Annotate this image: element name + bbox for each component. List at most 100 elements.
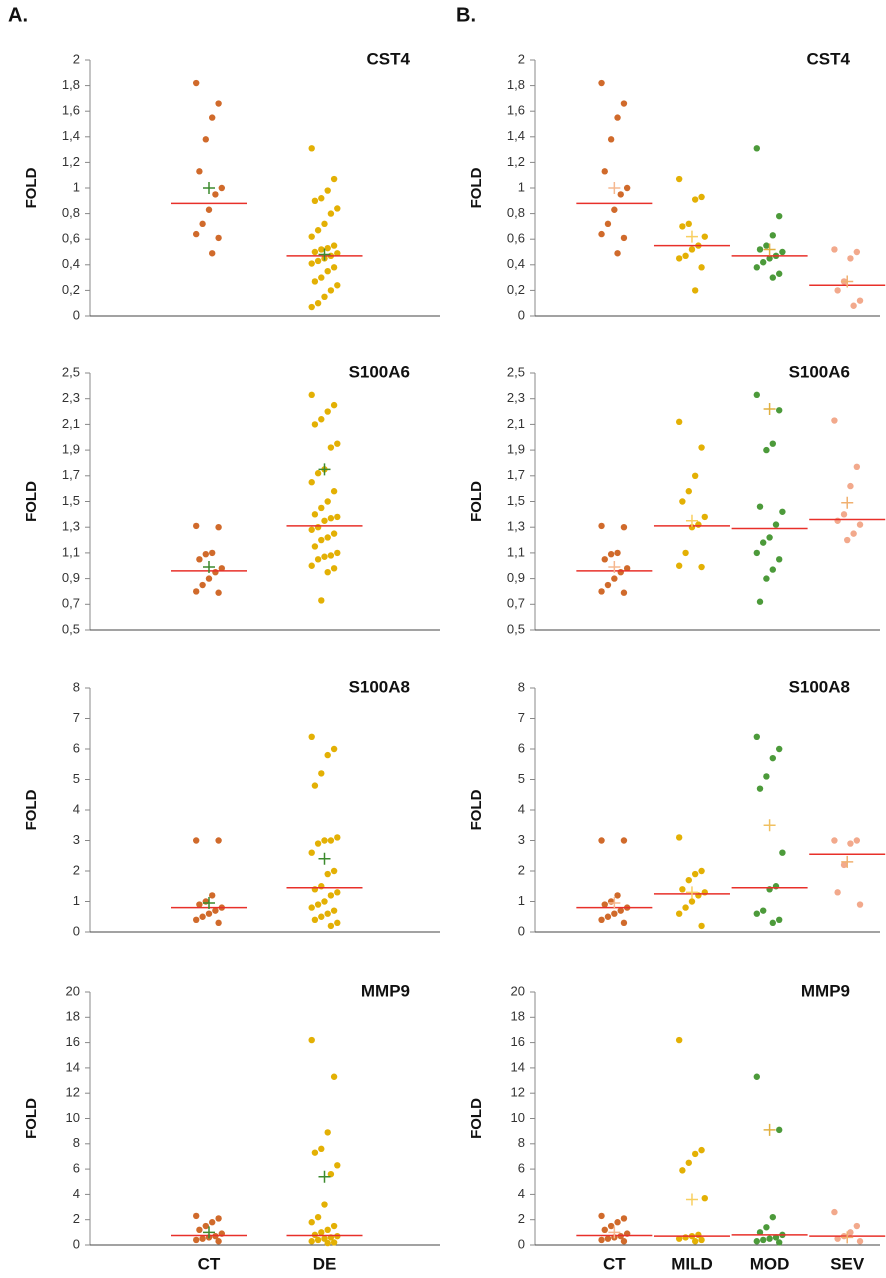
data-point	[753, 264, 760, 271]
mean-marker	[841, 855, 854, 868]
y-tick-label: 1,6	[507, 103, 525, 118]
data-point	[324, 568, 331, 576]
data-point	[620, 837, 628, 844]
data-point	[685, 1159, 692, 1166]
y-tick-label: 7	[518, 710, 525, 725]
data-point	[311, 511, 319, 518]
mean-marker	[841, 496, 854, 509]
data-point	[330, 264, 338, 271]
data-point	[215, 837, 222, 844]
data-point	[675, 418, 683, 426]
data-point	[324, 244, 331, 252]
data-point	[308, 303, 315, 311]
data-point	[691, 1238, 699, 1245]
data-point	[614, 114, 621, 121]
data-point	[193, 79, 200, 87]
data-point	[776, 1126, 783, 1134]
data-point	[318, 504, 325, 512]
data-point	[760, 539, 767, 546]
mean-marker	[685, 1193, 698, 1206]
data-point	[760, 907, 767, 914]
data-point	[834, 1235, 841, 1242]
y-tick-label: 0,7	[62, 596, 80, 611]
data-point	[308, 1036, 315, 1044]
data-point	[847, 840, 854, 847]
data-point	[620, 589, 628, 596]
data-point	[776, 916, 783, 923]
data-point	[753, 733, 760, 740]
chart-title: MMP9	[801, 981, 850, 1000]
data-point	[847, 255, 854, 262]
mean-marker	[685, 886, 698, 899]
data-point	[202, 136, 209, 143]
data-point	[756, 785, 764, 792]
data-point	[769, 232, 776, 239]
data-point	[193, 1236, 200, 1244]
data-point	[598, 1236, 605, 1244]
data-point	[834, 287, 841, 294]
data-point	[620, 1215, 628, 1222]
data-point	[215, 1238, 222, 1245]
y-tick-label: 1,9	[507, 442, 525, 457]
data-point	[853, 248, 861, 256]
y-tick-label: 1	[518, 179, 525, 194]
y-tick-label: 18	[66, 1009, 80, 1024]
data-point	[598, 588, 605, 595]
y-tick-label: 4	[73, 801, 80, 816]
data-point	[847, 482, 854, 490]
mean-marker	[608, 561, 621, 574]
data-point	[682, 252, 689, 260]
data-point	[607, 1222, 615, 1230]
data-point	[675, 910, 683, 917]
data-point	[314, 1213, 322, 1221]
data-point	[308, 1219, 315, 1226]
data-point	[831, 1208, 838, 1216]
y-axis-label: FOLD	[23, 789, 40, 830]
data-point	[202, 550, 209, 558]
data-point	[330, 867, 338, 875]
chart-title: S100A6	[789, 362, 850, 381]
data-point	[321, 1235, 328, 1242]
y-tick-label: 2	[518, 1211, 525, 1226]
data-point	[766, 534, 773, 541]
y-tick-label: 2	[73, 862, 80, 877]
data-point	[308, 260, 315, 267]
data-point	[598, 79, 605, 87]
data-point	[753, 391, 760, 399]
y-tick-label: 2,5	[507, 364, 525, 379]
y-tick-label: 0,2	[62, 282, 80, 297]
data-point	[685, 876, 692, 884]
data-point	[763, 242, 770, 249]
data-point	[614, 1219, 621, 1226]
data-point	[330, 1073, 338, 1080]
y-tick-label: 1,5	[507, 493, 525, 508]
mean-marker	[841, 1231, 854, 1244]
data-point	[308, 479, 315, 486]
data-point	[314, 300, 322, 307]
y-axis-label: FOLD	[23, 481, 40, 522]
data-point	[831, 417, 838, 424]
y-tick-label: 0,7	[507, 596, 525, 611]
y-tick-label: 2	[518, 862, 525, 877]
data-point	[695, 521, 702, 528]
data-point	[756, 598, 764, 605]
data-point	[334, 205, 341, 212]
data-point	[324, 187, 331, 194]
y-tick-label: 1,7	[507, 467, 525, 482]
data-point	[698, 444, 705, 451]
data-point	[682, 1234, 689, 1241]
y-axis-label: FOLD	[468, 167, 485, 208]
y-tick-label: 1,3	[507, 519, 525, 534]
y-tick-label: 7	[73, 710, 80, 725]
data-point	[330, 745, 338, 753]
data-point	[617, 907, 624, 914]
data-point	[601, 1226, 608, 1234]
y-tick-label: 14	[66, 1059, 80, 1074]
data-point	[840, 861, 848, 869]
data-point	[856, 901, 864, 908]
mean-marker	[203, 182, 215, 194]
data-point	[193, 588, 200, 595]
y-tick-label: 1	[73, 179, 80, 194]
y-tick-label: 1	[73, 893, 80, 908]
data-point	[318, 416, 325, 423]
